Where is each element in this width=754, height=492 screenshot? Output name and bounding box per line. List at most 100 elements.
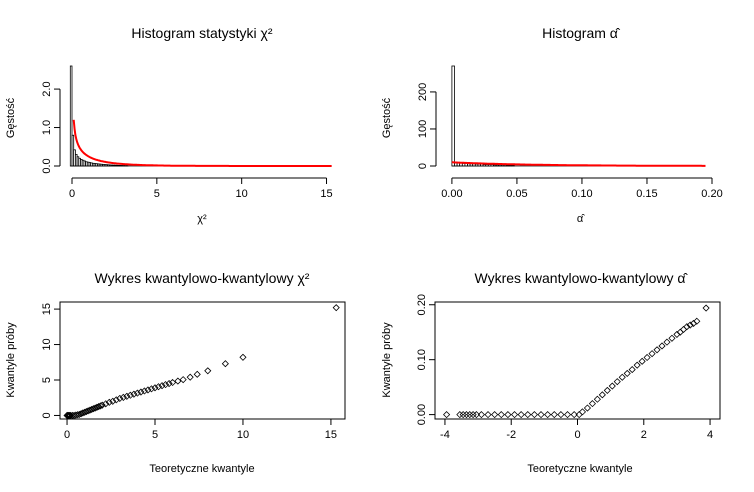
- hist-alpha-x-tick-label: 0.05: [506, 188, 527, 200]
- qq-chi2-point: [88, 405, 96, 413]
- qq-chi2-panel: Wykres kwantylowo-kwantylowy χ² 0 5 10 15 0 5…: [5, 270, 346, 475]
- qq-alpha-point: [613, 378, 621, 386]
- qq-alpha-point: [593, 395, 601, 403]
- hist-chi2-x-tick-label: 10: [236, 188, 248, 200]
- qq-chi2-point: [332, 304, 340, 312]
- qq-alpha-point: [443, 411, 451, 419]
- qq-chi2-point: [126, 391, 134, 399]
- hist-alpha-panel: Histogram α̂ 0.00 0.05 0.10 0.15 0.20 0 100 200…: [381, 25, 723, 225]
- hist-alpha-x-tick-label: 0.10: [571, 188, 592, 200]
- qq-chi2-point: [165, 379, 173, 388]
- qq-alpha-point: [668, 334, 676, 342]
- qq-chi2-point: [82, 407, 90, 416]
- qq-alpha-point: [603, 386, 611, 395]
- qq-alpha-point: [544, 411, 552, 419]
- qq-alpha-x-tick-label: 4: [707, 429, 713, 441]
- qq-chi2-point: [86, 406, 94, 414]
- qq-chi2-point: [95, 403, 103, 411]
- qq-alpha-point: [653, 346, 661, 354]
- qq-chi2-point: [193, 370, 201, 378]
- qq-alpha-point: [557, 411, 565, 419]
- qq-chi2-point: [79, 409, 87, 417]
- qq-chi2-point: [158, 382, 166, 390]
- qq-chi2-x-tick-label: 15: [325, 429, 337, 441]
- qq-alpha-point: [497, 411, 505, 419]
- qq-alpha-point: [550, 411, 558, 419]
- qq-alpha-point: [491, 411, 499, 419]
- qq-alpha-point: [583, 404, 592, 412]
- hist-alpha-x-tick-label: 0.20: [701, 188, 722, 200]
- qq-chi2-x-tick-label: 0: [64, 429, 70, 441]
- qq-chi2-point: [151, 384, 159, 392]
- hist-chi2-x-tick-label: 5: [154, 188, 160, 200]
- hist-chi2-y-tick-label: 2.0: [41, 81, 53, 96]
- qq-chi2-point: [179, 376, 187, 384]
- hist-alpha-density-curve: [451, 161, 706, 167]
- qq-alpha-point: [484, 411, 492, 419]
- qq-alpha-point: [466, 411, 474, 419]
- qq-chi2-point: [174, 377, 182, 385]
- hist-alpha-xlabel: α̂: [577, 213, 585, 225]
- qq-alpha-xlabel: Teoretyczne kwantyle: [527, 463, 632, 475]
- qq-chi2-point: [96, 402, 105, 410]
- qq-alpha-point: [618, 373, 626, 381]
- qq-alpha-point: [469, 411, 477, 419]
- qq-chi2-point: [105, 398, 113, 406]
- hist-chi2-y-tick-label: 0.0: [41, 158, 53, 173]
- qq-chi2-point: [81, 408, 89, 416]
- qq-alpha-point: [517, 411, 525, 419]
- hist-chi2-x-tick-label: 15: [320, 188, 332, 200]
- qq-chi2-point: [133, 389, 141, 397]
- qq-chi2-point: [68, 411, 76, 420]
- qq-chi2-point: [102, 400, 110, 408]
- qq-alpha-point: [643, 353, 651, 362]
- qq-alpha-point: [608, 382, 616, 390]
- hist-alpha-y-tick-label: 0: [417, 163, 429, 169]
- qq-chi2-y-tick-label: 10: [41, 338, 53, 350]
- qq-chi2-point: [186, 373, 194, 381]
- qq-chi2-point: [116, 394, 124, 403]
- qq-alpha-point: [472, 411, 480, 419]
- hist-chi2-y-tick-label: 1.0: [41, 120, 53, 135]
- qq-chi2-point: [84, 407, 92, 415]
- qq-alpha-ylabel: Kwantyle próby: [381, 322, 393, 398]
- qq-chi2-point: [169, 378, 177, 387]
- qq-alpha-x-tick-label: 0: [574, 429, 580, 441]
- qq-chi2-title: Wykres kwantylowo-kwantylowy χ²: [95, 270, 310, 286]
- hist-chi2-density-curve: [72, 119, 332, 167]
- qq-alpha-point: [578, 408, 587, 416]
- qq-chi2-xlabel: Teoretyczne kwantyle: [149, 463, 254, 475]
- qq-alpha-point: [459, 411, 467, 419]
- qq-alpha-point: [456, 411, 464, 419]
- hist-alpha-y-tick-label: 200: [417, 83, 429, 101]
- qq-alpha-point: [504, 411, 512, 419]
- qq-chi2-point: [91, 404, 99, 412]
- hist-chi2-xlabel: χ²: [197, 213, 207, 225]
- qq-chi2-point: [89, 405, 97, 413]
- qq-chi2-ylabel: Kwantyle próby: [5, 322, 17, 398]
- qq-chi2-point: [147, 385, 156, 393]
- qq-chi2-point: [75, 410, 83, 418]
- qq-alpha-point: [524, 411, 532, 419]
- hist-alpha-bar: [451, 65, 455, 167]
- qq-alpha-point: [510, 411, 519, 419]
- hist-alpha-title: Histogram α̂: [542, 25, 621, 41]
- qq-alpha-point: [663, 338, 671, 346]
- qq-alpha-point: [638, 357, 646, 365]
- qq-chi2-x-tick-label: 10: [237, 429, 249, 441]
- hist-chi2-x-tick-label: 0: [69, 188, 75, 200]
- qq-chi2-point: [154, 383, 163, 391]
- hist-alpha-y-tick-label: 100: [417, 120, 429, 138]
- qq-alpha-point: [588, 400, 596, 408]
- qq-alpha-frame: [434, 301, 721, 420]
- qq-alpha-point: [462, 411, 471, 419]
- qq-chi2-point: [239, 353, 247, 361]
- qq-alpha-x-tick-label: -4: [440, 429, 450, 441]
- hist-chi2-panel: Histogram statystyki χ² 0 5 10 150.01.02.0 …: [5, 25, 333, 225]
- qq-chi2-point: [119, 393, 127, 401]
- qq-chi2-point: [123, 392, 131, 400]
- qq-chi2-point: [144, 386, 152, 394]
- qq-alpha-point: [648, 350, 656, 358]
- qq-alpha-point: [477, 411, 485, 419]
